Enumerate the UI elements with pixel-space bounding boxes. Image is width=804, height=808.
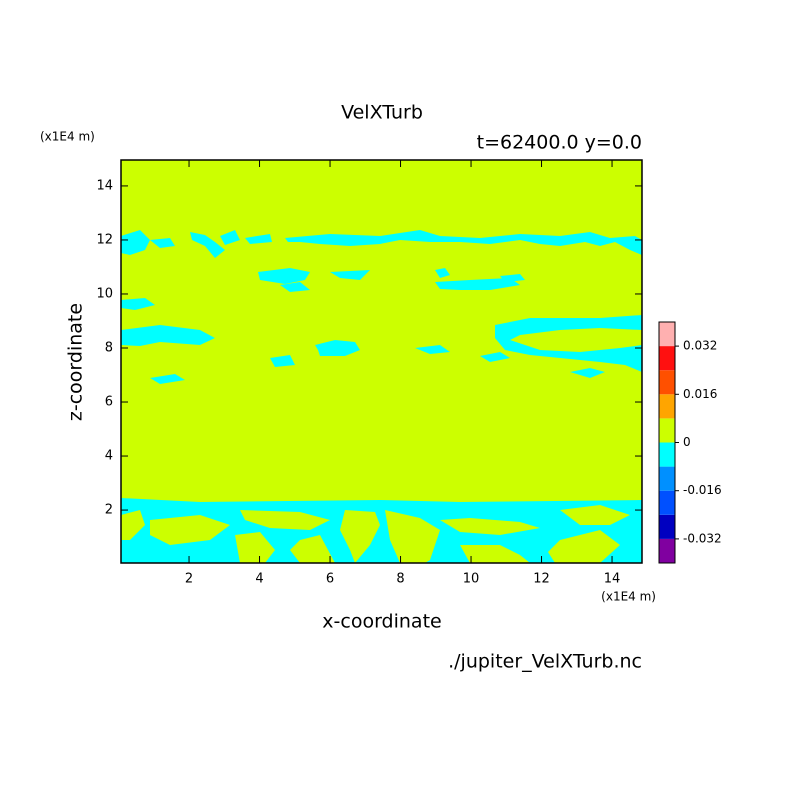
colorbar-tick-label: 0.032	[683, 339, 717, 353]
colorbar-band	[659, 442, 675, 467]
y-tick-label: 14	[96, 178, 113, 193]
y-axis-label: z-coordinate	[65, 303, 87, 421]
negative-region	[270, 355, 295, 367]
negative-region	[285, 230, 642, 255]
colorbar-band	[659, 394, 675, 419]
x-unit: (x1E4 m)	[601, 590, 656, 604]
positive-region	[150, 515, 230, 545]
plot-frame	[120, 159, 643, 564]
chart-subtitle: t=62400.0 y=0.0	[477, 132, 642, 154]
positive-region	[548, 530, 620, 563]
colorbar-band	[659, 370, 675, 395]
x-axis-label: x-coordinate	[322, 611, 441, 633]
colorbar-band	[659, 514, 675, 539]
negative-region	[330, 270, 370, 280]
positive-holes	[121, 505, 630, 563]
negative-region	[121, 230, 150, 255]
contour-field	[121, 160, 642, 563]
y-tick-label: 2	[105, 503, 113, 518]
colorbar-band	[659, 538, 675, 563]
negative-region	[435, 268, 450, 278]
negative-region	[415, 345, 450, 354]
colorbar-tick-label: -0.032	[683, 531, 722, 545]
y-tick-label: 10	[96, 286, 113, 301]
colorbar-tick-label: -0.016	[683, 483, 722, 497]
colorbar-tick-label: 0.016	[683, 387, 717, 401]
negative-region	[150, 374, 185, 384]
positive-region	[340, 510, 380, 563]
positive-region	[440, 518, 540, 535]
y-tick-label: 6	[105, 395, 113, 410]
y-unit: (x1E4 m)	[40, 130, 95, 144]
y-tick-label: 4	[105, 449, 113, 464]
y-tick-label: 8	[105, 340, 113, 355]
negative-region	[190, 232, 225, 258]
negative-region	[220, 230, 240, 245]
negative-region	[245, 234, 272, 244]
positive-region	[290, 535, 335, 563]
x-tick-label: 12	[533, 572, 550, 587]
x-tick-label: 2	[185, 572, 193, 587]
positive-region	[240, 510, 330, 530]
x-tick-label: 10	[463, 572, 480, 587]
positive-region	[460, 545, 530, 563]
negative-region	[121, 298, 155, 310]
positive-region	[121, 510, 145, 540]
negative-region	[150, 238, 175, 248]
negative-region	[570, 368, 605, 378]
negative-region	[258, 268, 310, 284]
negative-region	[500, 274, 525, 282]
positive-region	[121, 160, 642, 563]
negative-region	[280, 282, 310, 292]
x-tick-label: 6	[326, 572, 334, 587]
colorbar-band	[659, 418, 675, 443]
x-tick-label: 8	[396, 572, 404, 587]
negative-region	[315, 340, 360, 356]
positive-region	[385, 510, 440, 563]
colorbar-band	[659, 490, 675, 515]
negative-region	[495, 315, 642, 372]
positive-region	[235, 532, 275, 563]
x-tick-label: 14	[604, 572, 621, 587]
negative-region	[121, 325, 215, 346]
colorbar-band	[659, 466, 675, 491]
colorbar-band	[659, 346, 675, 371]
colorbar-tick-label: 0	[683, 435, 691, 449]
x-tick-label: 4	[255, 572, 263, 587]
negative-region	[435, 278, 520, 290]
colorbar-band	[659, 322, 675, 347]
source-file: ./jupiter_VelXTurb.nc	[448, 651, 642, 673]
y-tick-label: 12	[96, 232, 113, 247]
chart-title: VelXTurb	[341, 102, 423, 124]
negative-region	[480, 352, 510, 362]
positive-region	[560, 505, 630, 525]
